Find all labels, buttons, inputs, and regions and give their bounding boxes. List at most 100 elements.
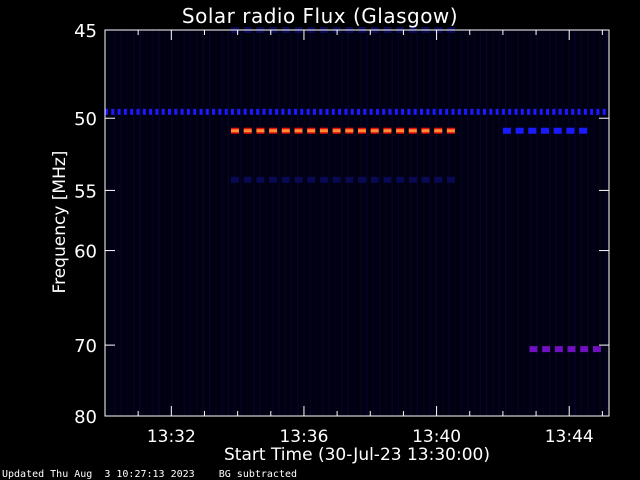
background-streak (259, 30, 261, 416)
background-streak (542, 30, 545, 416)
band-segment-core (370, 129, 379, 133)
background-streak (297, 30, 299, 416)
band-segment (527, 108, 531, 115)
band-segment (508, 108, 512, 115)
band-segment (476, 108, 480, 115)
band-segment (542, 346, 551, 353)
band-segment (408, 176, 417, 183)
background-streak (473, 30, 475, 416)
band-segment (489, 108, 493, 115)
band-segment (300, 108, 304, 115)
band-segment (218, 108, 222, 115)
y-tick-label: 55 (74, 181, 97, 202)
band-segment (306, 108, 310, 115)
background-streak (152, 30, 154, 416)
band-segment (539, 108, 543, 115)
band-segment (564, 108, 568, 115)
band-segment (186, 108, 190, 115)
band-segment (111, 108, 115, 115)
background-streak (555, 30, 557, 416)
band-segment (193, 108, 197, 115)
band-segment (312, 108, 316, 115)
band-segment-core (396, 129, 405, 133)
background-streak (366, 30, 368, 416)
footer: Updated Thu Aug 3 10:27:13 2023 BG subtr… (2, 469, 297, 480)
band-segment (231, 108, 234, 115)
x-axis-label: Start Time (30-Jul-23 13:30:00) (224, 445, 490, 465)
background-streak (372, 30, 375, 416)
background-streak (347, 30, 349, 416)
band-segment (256, 108, 260, 115)
band-segment (451, 108, 455, 115)
band-segment (596, 108, 600, 115)
band-segment (136, 108, 140, 115)
background-streak (448, 30, 450, 416)
band-segment (552, 108, 556, 115)
band-segment (602, 108, 606, 115)
band-segment-core (434, 129, 443, 133)
background-streak (486, 30, 488, 416)
background-streak (580, 30, 582, 416)
band-segment (577, 108, 581, 115)
background-streak (246, 30, 249, 416)
band-segment-core (307, 129, 316, 133)
band-segment-core (421, 129, 430, 133)
band-segment-core (332, 129, 341, 133)
band-segment (281, 108, 285, 115)
background-streak (208, 30, 211, 416)
background-streak (599, 30, 601, 416)
background-streak (290, 30, 293, 416)
background-streak (504, 30, 507, 416)
band-segment (249, 108, 253, 115)
band-segment (375, 108, 379, 115)
band-segment (212, 108, 216, 115)
y-tick-label: 50 (74, 109, 97, 130)
background-streak (240, 30, 242, 416)
background-streak (183, 30, 186, 416)
background-streak (397, 30, 400, 416)
background-streak (271, 30, 274, 416)
band-segment (546, 108, 549, 115)
band-segment (528, 127, 537, 134)
background-streak (334, 30, 337, 416)
y-tick-label: 45 (74, 21, 97, 42)
band-segment (421, 176, 430, 183)
background-streak (378, 30, 381, 416)
background-streak (360, 30, 362, 416)
band-segment (130, 108, 134, 115)
band-segment (363, 108, 367, 115)
background-streak (479, 30, 482, 416)
background-streak (561, 30, 564, 416)
y-axis: 45 50 55 60 70 80 (74, 21, 609, 428)
band-segment (592, 346, 601, 353)
band-segment (350, 108, 354, 115)
band-segment (470, 108, 474, 115)
background-streak (202, 30, 204, 416)
band-segment (434, 176, 443, 183)
band-segment (394, 108, 398, 115)
background-streak (265, 30, 267, 416)
background-streak (303, 30, 305, 416)
band-segment (515, 127, 524, 134)
background-streak (158, 30, 160, 416)
background-streak (410, 30, 412, 416)
band-segment (105, 108, 108, 115)
band-segment (514, 108, 518, 115)
band-segment (483, 108, 486, 115)
band-segment (520, 108, 524, 115)
band-segment-core (256, 129, 265, 133)
band-segment (338, 108, 342, 115)
background-streak (586, 30, 589, 416)
background-streak (605, 30, 608, 416)
updated-timestamp: Updated Thu Aug 3 10:27:13 2023 (2, 469, 195, 480)
band-segment (168, 108, 171, 115)
band-segment (345, 176, 354, 183)
background-streak (315, 30, 318, 416)
band-segment-core (243, 129, 252, 133)
background-streak (114, 30, 116, 416)
background-streak (492, 30, 494, 416)
band-segment (269, 176, 278, 183)
background-streak (145, 30, 148, 416)
x-tick-label: 13:40 (412, 427, 461, 447)
